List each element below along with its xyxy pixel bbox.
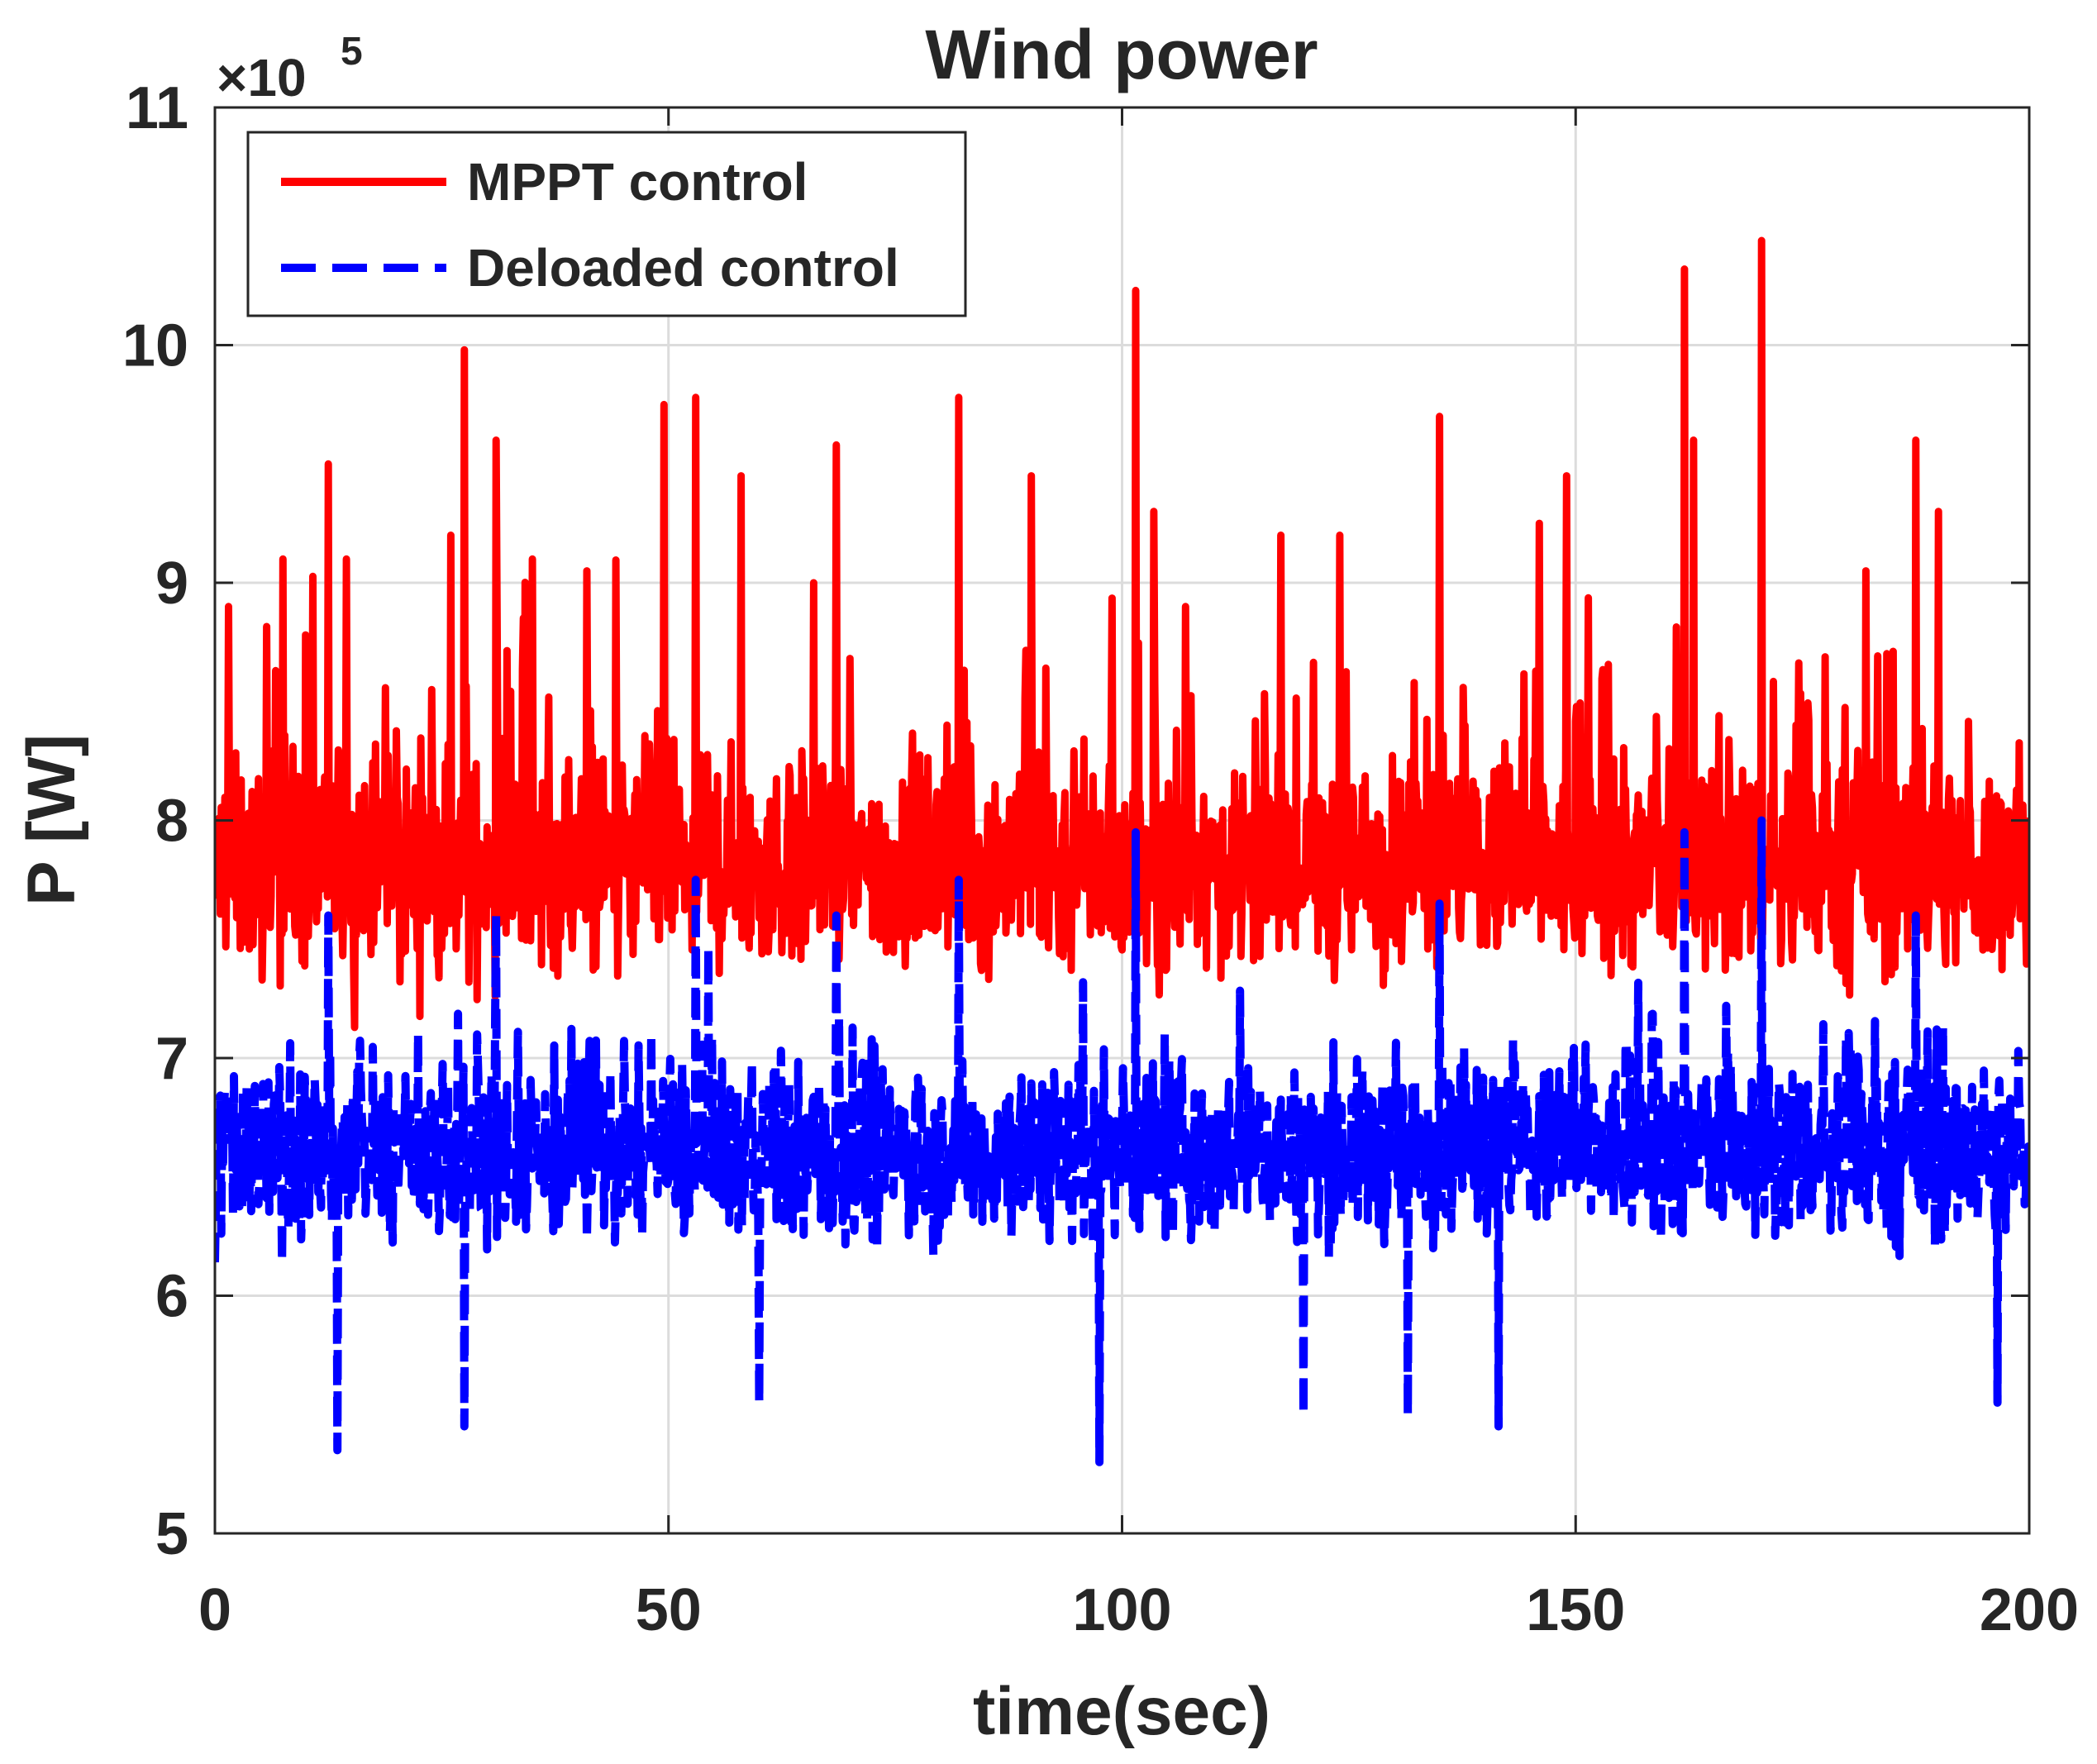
x-axis-label: time(sec) [973, 1674, 1270, 1749]
series-line-mppt-control [215, 236, 2029, 1032]
series-layer [215, 236, 2029, 1466]
series-line-deloaded-control [215, 816, 2029, 1466]
x-tick-label: 50 [636, 1577, 702, 1643]
y-axis-label: P [W] [14, 734, 89, 906]
x-tick-label: 100 [1072, 1577, 1171, 1643]
y-tick-label: 8 [155, 789, 188, 855]
legend-label-deloaded: Deloaded control [467, 238, 899, 298]
y-exponent-base: ×10 [217, 48, 307, 107]
legend-box [246, 131, 967, 317]
x-tick-label: 200 [1980, 1577, 2079, 1643]
legend: MPPT control Deloaded control [246, 131, 967, 317]
axis-ticks: 0 50 100 150 200 5 6 7 8 9 10 11 [122, 75, 2079, 1643]
y-tick-label: 5 [155, 1501, 188, 1567]
y-tick-label: 6 [155, 1264, 188, 1330]
x-tick-label: 0 [198, 1577, 231, 1643]
y-tick-label: 7 [155, 1026, 188, 1092]
chart-title: Wind power [925, 16, 1318, 93]
y-tick-label: 11 [126, 75, 188, 141]
y-tick-label: 9 [155, 551, 188, 617]
y-tick-label: 10 [122, 313, 188, 379]
y-exponent: ×10 5 [217, 30, 363, 107]
legend-label-mppt: MPPT control [467, 152, 808, 212]
y-exponent-power: 5 [341, 30, 363, 74]
x-tick-label: 150 [1526, 1577, 1625, 1643]
